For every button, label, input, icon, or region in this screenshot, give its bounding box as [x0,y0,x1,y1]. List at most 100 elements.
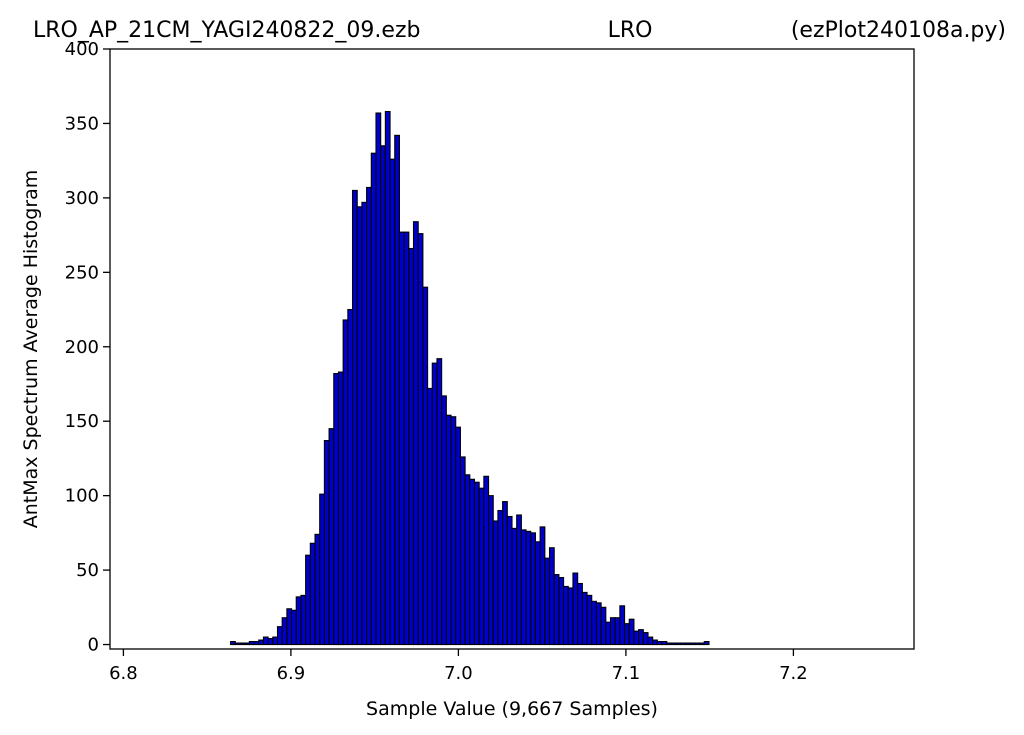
histogram-bar [473,481,480,646]
histogram-bar [272,636,279,646]
histogram-bar [661,641,668,646]
histogram-bar [595,602,602,646]
histogram-bar [412,221,419,646]
histogram-bar [581,591,588,646]
histogram-bar [347,308,354,646]
y-tick-label: 100 [65,486,99,507]
histogram-bar [699,642,705,646]
x-axis-ticks: 6.8 6.9 7.0 7.1 7.2 [109,649,808,684]
histogram-bar [670,642,677,646]
histogram-bar [459,456,466,646]
histogram-bar [572,572,579,646]
histogram-bar [436,358,443,646]
y-axis-label: AntMax Spectrum Average Histogram [20,170,42,529]
histogram-bar [605,621,612,646]
histogram-bar [328,428,335,646]
histogram-bar [544,557,551,646]
histogram-bar [319,493,325,646]
histogram-bar [525,530,532,646]
histogram-bar [239,642,246,646]
y-axis-ticks: 0 50 100 150 200 250 300 350 400 [65,39,110,656]
histogram-bar [380,145,386,646]
histogram-bar [614,617,621,646]
histogram-bar [267,638,274,646]
histogram-bar [703,641,710,646]
histogram-bar [445,414,452,646]
histogram-bar [342,319,349,646]
histogram-bar [539,526,546,646]
histogram-bar [300,594,307,646]
histogram-bar [398,231,405,646]
histogram-bar [469,478,476,646]
histogram-bar [624,623,630,646]
histogram-bars [230,110,710,646]
histogram-bar [333,373,340,646]
histogram-bar [248,641,255,646]
histogram-bar [534,541,541,646]
y-tick-label: 350 [65,113,99,134]
histogram-bar [478,487,485,646]
histogram-bar [258,639,264,646]
histogram-bar [431,362,438,646]
histogram-bar [497,509,504,646]
histogram-bar [567,587,574,646]
chart-title-right: (ezPlot240108a.py) [791,18,1006,43]
histogram-bar [305,554,311,646]
histogram-bar [642,632,649,646]
y-tick-label: 150 [65,411,99,432]
histogram-bar [323,440,330,646]
histogram-bar [366,186,372,646]
y-tick-label: 50 [76,560,99,581]
histogram-bar [370,152,377,646]
histogram-bar [281,617,288,646]
histogram-bar [656,641,663,646]
y-tick-label: 0 [88,635,99,656]
histogram-bar [600,606,607,646]
histogram-bar [417,233,424,646]
x-tick-label: 6.8 [109,663,138,684]
histogram-bar [619,605,626,646]
histogram-bar [450,416,457,646]
histogram-bar [230,641,236,646]
histogram-bar [286,608,293,646]
histogram-bar [408,247,415,646]
y-tick-label: 300 [65,188,99,209]
histogram-bar [647,636,654,646]
histogram-bar [389,158,396,646]
histogram-bar [487,495,494,646]
histogram-bar [609,617,616,646]
histogram-bar [689,642,696,646]
chart-title-left: LRO_AP_21CM_YAGI240822_09.ezb [33,18,420,43]
y-tick-label: 400 [65,39,99,60]
histogram-bar [244,642,250,646]
histogram-bar [375,112,382,646]
histogram-bar [511,527,518,646]
x-tick-label: 7.2 [779,663,808,684]
x-axis-label: Sample Value (9,667 Samples) [366,698,658,720]
histogram-bar [455,426,461,646]
histogram-bar [351,189,358,646]
histogram-bar [295,596,302,646]
histogram-bar [394,134,400,646]
histogram-bar [441,395,447,646]
histogram-bar [427,387,433,646]
histogram-bar [520,529,527,646]
histogram-bar [563,585,569,646]
histogram-bar [548,547,555,646]
histogram-bar [356,206,363,646]
histogram-bar [276,626,283,646]
histogram-bar [558,576,565,646]
histogram-bar [464,474,471,646]
histogram-bar [516,514,522,646]
histogram-bar [577,582,583,646]
y-tick-label: 200 [65,337,99,358]
plot-area-frame [109,48,915,650]
histogram-bar [666,642,673,646]
histogram-bar [291,609,297,646]
histogram-bar [506,515,513,646]
histogram-bar [652,639,658,646]
histogram-bar [483,475,490,646]
histogram-bar [675,642,682,646]
histogram-bar [553,574,560,646]
